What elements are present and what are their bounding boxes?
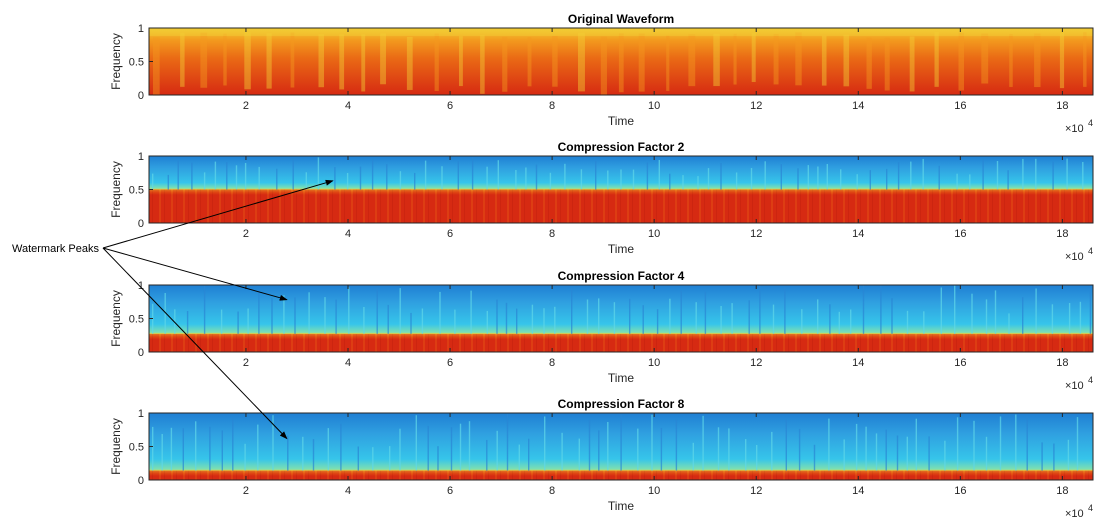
x-tick-label: 12: [750, 100, 762, 112]
x-tick-label: 12: [750, 228, 762, 240]
x-multiplier: ×10: [1065, 123, 1084, 135]
panel-title: Compression Factor 4: [558, 269, 685, 283]
spectrogram-texture: [149, 157, 1093, 223]
x-tick-label: 18: [1056, 228, 1068, 240]
x-tick-label: 8: [549, 228, 555, 240]
x-tick-label: 18: [1056, 100, 1068, 112]
annotation-label: Watermark Peaks: [12, 243, 100, 255]
x-tick-label: 18: [1056, 357, 1068, 369]
x-tick-label: 4: [345, 357, 351, 369]
y-tick-label: 0.5: [129, 314, 144, 326]
y-tick-label: 0: [138, 347, 144, 359]
panel-title: Original Waveform: [568, 12, 674, 26]
y-tick-label: 1: [138, 151, 144, 163]
spectrogram-texture: [149, 414, 1093, 480]
x-tick-label: 2: [243, 357, 249, 369]
x-axis-label: Time: [608, 499, 635, 513]
x-axis-label: Time: [608, 114, 635, 128]
x-tick-label: 18: [1056, 485, 1068, 497]
x-tick-label: 4: [345, 228, 351, 240]
y-tick-label: 1: [138, 23, 144, 35]
y-axis-label: Frequency: [109, 290, 123, 347]
y-tick-label: 0.5: [129, 57, 144, 69]
x-tick-label: 12: [750, 485, 762, 497]
x-multiplier: ×10: [1065, 508, 1084, 519]
spectrogram-texture: [149, 30, 1093, 96]
spectrogram-panel-4: 2 4 6 8 10 12 14 16 18 0 0.5 1 Compression Factor 8 T…: [109, 397, 1094, 519]
x-tick-label: 16: [954, 100, 966, 112]
x-tick-label: 14: [852, 485, 864, 497]
y-tick-label: 1: [138, 280, 144, 292]
x-tick-label: 12: [750, 357, 762, 369]
x-tick-label: 10: [648, 485, 660, 497]
x-tick-label: 2: [243, 485, 249, 497]
x-tick-label: 4: [345, 100, 351, 112]
spectrogram-panel-3: 2 4 6 8 10 12 14 16 18 0 0.5 1 Compression Factor 4 T…: [109, 269, 1094, 392]
spectrogram-texture: [149, 285, 1093, 352]
x-tick-label: 2: [243, 100, 249, 112]
x-axis-label: Time: [608, 242, 635, 256]
x-tick-label: 6: [447, 357, 453, 369]
x-multiplier: ×10: [1065, 380, 1084, 392]
y-tick-label: 0: [138, 90, 144, 102]
x-tick-label: 14: [852, 228, 864, 240]
x-multiplier-exponent: 4: [1088, 118, 1093, 128]
annotation-arrow: [102, 179, 334, 249]
x-tick-label: 6: [447, 100, 453, 112]
annotation-arrow: [102, 247, 288, 301]
panel-title: Compression Factor 8: [558, 397, 685, 411]
panel-title: Compression Factor 2: [558, 140, 685, 154]
spectrogram-panel-2: 2 4 6 8 10 12 14 16 18 0 0.5 1 Compression Factor 2 T…: [109, 140, 1094, 263]
x-tick-label: 2: [243, 228, 249, 240]
x-tick-label: 4: [345, 485, 351, 497]
x-tick-label: 16: [954, 357, 966, 369]
y-axis-label: Frequency: [109, 418, 123, 475]
spectrogram-image: [149, 28, 1093, 95]
x-multiplier-exponent: 4: [1088, 503, 1093, 513]
y-tick-label: 0: [138, 475, 144, 487]
x-tick-label: 8: [549, 100, 555, 112]
spectrogram-panel-1: 2 4 6 8 10 12 14 16 18 0 0.5 1 Original Waveform Time…: [109, 12, 1094, 135]
y-tick-label: 1: [138, 408, 144, 420]
y-tick-label: 0.5: [129, 185, 144, 197]
x-tick-label: 8: [549, 485, 555, 497]
x-multiplier-exponent: 4: [1088, 375, 1093, 385]
x-tick-label: 14: [852, 100, 864, 112]
annotation: Watermark Peaks: [12, 179, 334, 440]
y-axis-label: Frequency: [109, 33, 123, 90]
x-tick-label: 6: [447, 485, 453, 497]
x-tick-label: 14: [852, 357, 864, 369]
x-tick-label: 6: [447, 228, 453, 240]
x-tick-label: 16: [954, 485, 966, 497]
x-tick-label: 8: [549, 357, 555, 369]
annotation-arrow: [102, 247, 288, 440]
y-tick-label: 0.5: [129, 442, 144, 454]
x-tick-label: 10: [648, 228, 660, 240]
y-axis-label: Frequency: [109, 161, 123, 218]
x-multiplier: ×10: [1065, 251, 1084, 263]
x-multiplier-exponent: 4: [1088, 246, 1093, 256]
x-axis-label: Time: [608, 371, 635, 385]
x-tick-label: 10: [648, 357, 660, 369]
x-tick-label: 16: [954, 228, 966, 240]
y-tick-label: 0: [138, 218, 144, 230]
x-tick-label: 10: [648, 100, 660, 112]
